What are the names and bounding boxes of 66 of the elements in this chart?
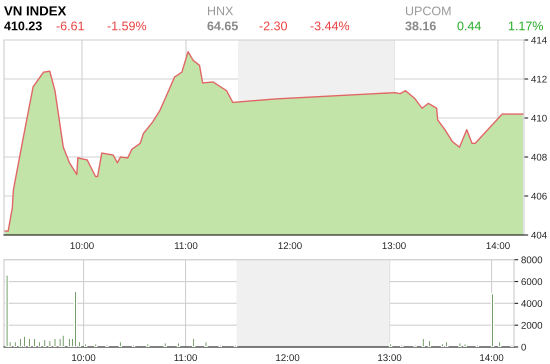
bar	[146, 343, 150, 347]
bar	[458, 342, 462, 347]
bar	[132, 344, 136, 347]
bar	[388, 343, 392, 347]
text: 1.17%	[508, 22, 543, 30]
text: -2.30	[260, 22, 287, 30]
bar	[84, 343, 88, 347]
y-tick-label: 404	[531, 232, 547, 239]
bar	[28, 338, 32, 347]
y-tick-label: 406	[531, 192, 547, 200]
bar	[118, 340, 122, 347]
text: HNX	[208, 6, 234, 16]
y-tick-label: 2000	[521, 322, 542, 329]
bar	[94, 343, 98, 347]
bar	[74, 290, 78, 347]
text: -1.59%	[108, 22, 146, 30]
y-tick-label: 408	[531, 154, 547, 161]
y-tick-label: 4000	[521, 300, 542, 307]
text: 38.16	[405, 22, 436, 30]
text: 410.23	[4, 22, 42, 30]
bar	[58, 338, 62, 347]
bar	[440, 343, 444, 347]
bar	[218, 344, 222, 347]
bar	[204, 340, 208, 347]
x-tick-label: 12:00	[278, 242, 302, 250]
bar	[22, 335, 26, 347]
bar	[428, 340, 432, 347]
bar	[234, 344, 238, 347]
bar	[53, 338, 57, 347]
bar	[444, 340, 448, 347]
text: VN INDEX	[4, 6, 66, 16]
bar	[490, 292, 494, 347]
text: UPCOM	[406, 6, 450, 16]
bar	[163, 342, 167, 347]
text: -3.44%	[310, 22, 350, 30]
bar	[400, 344, 404, 347]
bar	[105, 344, 109, 347]
y-tick-label: 412	[531, 76, 547, 83]
x-tick-label: 14:00	[486, 242, 510, 250]
bar	[192, 338, 196, 347]
bar	[510, 344, 514, 347]
y-tick-label: 410	[531, 114, 547, 122]
bar	[413, 344, 417, 347]
bar	[61, 334, 65, 347]
bar	[463, 343, 467, 347]
bar	[176, 342, 180, 347]
bar	[68, 338, 71, 347]
bar	[476, 344, 479, 347]
y-tick-label: 6000	[521, 278, 542, 286]
x-tick-label: 10:00	[72, 354, 96, 362]
x-tick-label: 12:00	[276, 354, 300, 362]
text: 64.65	[207, 22, 238, 30]
x-tick-label: 13:00	[378, 354, 402, 362]
x-tick-label: 13:00	[382, 242, 406, 250]
y-tick-label: 414	[531, 36, 547, 44]
y-tick-label: 8000	[521, 256, 542, 264]
bar	[5, 274, 9, 347]
x-tick-label: 11:00	[174, 242, 198, 250]
text: -6.61	[56, 22, 84, 30]
x-tick-label: 10:00	[70, 242, 94, 250]
bar	[422, 338, 425, 347]
y-tick-label: 0	[521, 344, 526, 351]
x-tick-label: 11:00	[174, 354, 197, 362]
text: 0.44	[457, 22, 481, 30]
x-tick-label: 14:00	[480, 354, 504, 362]
bar	[498, 340, 502, 347]
